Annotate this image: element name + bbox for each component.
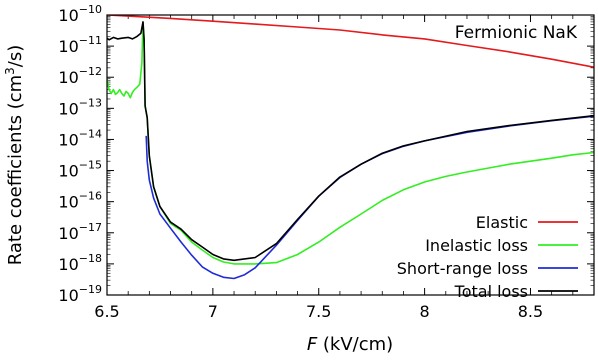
- series-layer: [107, 15, 594, 280]
- y-tick-label: 10−14: [58, 127, 102, 149]
- x-axis-label: F (kV/cm): [307, 334, 393, 355]
- legend-label-short-range-loss: Short-range loss: [397, 259, 528, 278]
- y-axis-label: Rate coefficients (cm3/s): [3, 45, 26, 265]
- legend: Elastic Inelastic loss Short-range loss Tot…: [397, 213, 578, 301]
- x-tick-label: 7: [208, 302, 218, 321]
- x-axis-label-unit: (kV/cm): [317, 334, 393, 355]
- annotation-label: Fermionic NaK: [455, 23, 578, 43]
- y-axis-label-main: Rate coefficients (cm: [5, 75, 26, 265]
- x-tick-label: 8: [420, 302, 430, 321]
- series-line-total-loss: [107, 21, 594, 262]
- y-tick-label: 10−10: [58, 3, 102, 25]
- y-tick-label: 10−15: [58, 159, 102, 181]
- legend-label-inelastic-loss: Inelastic loss: [425, 236, 528, 255]
- y-tick-label: 10−12: [58, 65, 102, 87]
- y-axis-label-tail: /s): [5, 45, 26, 67]
- y-tick-label: 10−17: [58, 221, 102, 243]
- plot-frame: [106, 14, 595, 296]
- x-axis-label-var: F: [307, 334, 318, 355]
- legend-label-total-loss: Total loss: [454, 282, 528, 301]
- series-line-elastic: [107, 15, 594, 68]
- x-tick-label: 8.5: [518, 302, 543, 321]
- x-tick-label: 6.5: [94, 302, 119, 321]
- y-tick-label: 10−16: [58, 190, 102, 212]
- y-tick-label: 10−11: [58, 34, 102, 56]
- legend-label-elastic: Elastic: [476, 213, 528, 232]
- x-tick-label: 7.5: [306, 302, 331, 321]
- y-axis-label-sup: 3: [3, 67, 17, 75]
- y-tick-label: 10−18: [58, 252, 102, 274]
- y-tick-label: 10−13: [58, 96, 102, 118]
- y-tick-label: 10−19: [58, 283, 102, 305]
- tick-labels: 6.5 7 7.5 8 8.5 10−10 10−11 10−12 10−13 10−14 10−1…: [58, 3, 543, 321]
